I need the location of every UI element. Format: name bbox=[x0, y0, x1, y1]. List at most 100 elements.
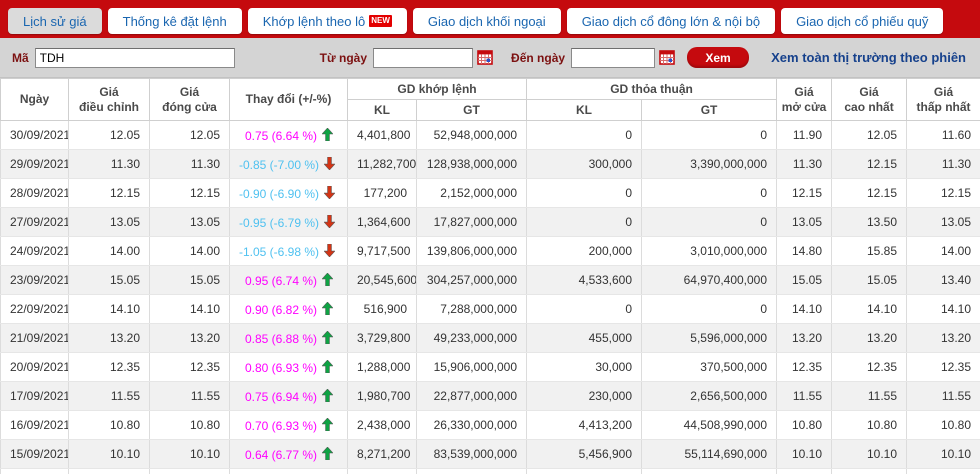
cell-low: 14.00 bbox=[906, 236, 980, 266]
up-arrow-icon bbox=[322, 417, 333, 431]
cell-gt1: 2,152,000,000 bbox=[416, 178, 528, 208]
table-row: 24/09/2021 14.00 14.00 -1.05 (-6.98 %) 9,717… bbox=[0, 236, 980, 266]
cell-empty bbox=[68, 468, 150, 474]
cell-change: 0.95 (6.74 %) bbox=[229, 265, 348, 295]
cell-low: 13.40 bbox=[906, 265, 980, 295]
cell-open: 11.30 bbox=[776, 149, 833, 179]
cell-empty bbox=[906, 468, 980, 474]
header-putthrough-value: GT bbox=[641, 99, 778, 121]
from-date-label: Từ ngày bbox=[319, 50, 368, 65]
cell-open: 12.15 bbox=[776, 178, 833, 208]
table-row bbox=[0, 468, 980, 474]
cell-high: 15.05 bbox=[831, 265, 908, 295]
cell-low: 13.20 bbox=[906, 323, 980, 353]
calendar-icon[interactable] bbox=[659, 50, 675, 65]
cell-open: 11.55 bbox=[776, 381, 833, 411]
cell-change: -0.90 (-6.90 %) bbox=[229, 178, 348, 208]
stock-code-input[interactable] bbox=[34, 47, 235, 68]
change-value: 0.70 (6.93 %) bbox=[244, 418, 317, 433]
cell-kl2: 0 bbox=[526, 207, 643, 237]
change-value: -0.85 (-7.00 %) bbox=[239, 157, 320, 172]
cell-high: 11.55 bbox=[831, 381, 908, 411]
cell-low: 11.55 bbox=[906, 381, 980, 411]
table-header: Ngày Giá điều chỉnh Giá đóng cửa Thay đổ… bbox=[0, 78, 980, 121]
cell-open: 14.80 bbox=[776, 236, 833, 266]
tab-label: Lịch sử giá bbox=[23, 13, 87, 29]
cell-empty bbox=[149, 468, 230, 474]
tab-lot-matching[interactable]: Khớp lệnh theo lô NEW bbox=[247, 8, 407, 34]
cell-kl1: 1,980,700 bbox=[347, 381, 417, 411]
table-row: 29/09/2021 11.30 11.30 -0.85 (-7.00 %) 11,28… bbox=[0, 149, 980, 179]
table-row: 20/09/2021 12.35 12.35 0.80 (6.93 %) 1,288,0… bbox=[0, 352, 980, 382]
cell-low: 14.10 bbox=[906, 294, 980, 324]
tab-treasury-shares[interactable]: Giao dịch cổ phiếu quỹ bbox=[781, 8, 944, 34]
tab-price-history[interactable]: Lịch sử giá bbox=[8, 8, 102, 34]
cell-change: -1.05 (-6.98 %) bbox=[229, 236, 348, 266]
cell-high: 15.85 bbox=[831, 236, 908, 266]
down-arrow-icon bbox=[324, 214, 336, 228]
cell-high: 14.10 bbox=[831, 294, 908, 324]
view-button[interactable]: Xem bbox=[687, 47, 750, 68]
table-row: 15/09/2021 10.10 10.10 0.64 (6.77 %) 8,271,2… bbox=[0, 439, 980, 469]
cell-empty bbox=[776, 468, 833, 474]
cell-high: 10.80 bbox=[831, 410, 908, 440]
to-date-input[interactable] bbox=[571, 47, 656, 68]
cell-kl1: 2,438,000 bbox=[347, 410, 417, 440]
tab-foreign-trading[interactable]: Giao dịch khối ngoại bbox=[412, 8, 561, 34]
tab-label: Giao dịch cổ đông lớn & nội bộ bbox=[581, 13, 761, 29]
cell-open: 10.10 bbox=[776, 439, 833, 469]
cell-gt2: 0 bbox=[641, 178, 778, 208]
cell-high: 12.15 bbox=[831, 149, 908, 179]
header-matched-group: GD khớp lệnh bbox=[346, 78, 528, 100]
cell-gt2: 0 bbox=[641, 294, 778, 324]
cell-kl2: 230,000 bbox=[526, 381, 643, 411]
cell-kl2: 5,456,900 bbox=[526, 439, 643, 469]
cell-kl1: 4,401,800 bbox=[347, 120, 417, 150]
table-row: 30/09/2021 12.05 12.05 0.75 (6.64 %) 4,401,8… bbox=[0, 120, 980, 150]
from-date-input[interactable] bbox=[373, 47, 474, 68]
calendar-icon[interactable] bbox=[477, 50, 493, 65]
cell-open: 11.90 bbox=[776, 120, 833, 150]
up-arrow-icon bbox=[322, 446, 333, 460]
tab-insider-trading[interactable]: Giao dịch cổ đông lớn & nội bộ bbox=[566, 8, 776, 34]
cell-change: 0.70 (6.93 %) bbox=[229, 410, 348, 440]
cell-kl1: 11,282,700 bbox=[347, 149, 417, 179]
cell-close: 14.00 bbox=[149, 236, 230, 266]
cell-high: 13.20 bbox=[831, 323, 908, 353]
whole-market-link[interactable]: Xem toàn thị trường theo phiên bbox=[771, 50, 966, 65]
cell-change: 0.80 (6.93 %) bbox=[229, 352, 348, 382]
cell-adj: 12.05 bbox=[68, 120, 150, 150]
cell-kl1: 8,271,200 bbox=[347, 439, 417, 469]
cell-gt2: 55,114,690,000 bbox=[641, 439, 778, 469]
cell-gt2: 0 bbox=[641, 120, 778, 150]
cell-close: 13.20 bbox=[149, 323, 230, 353]
cell-gt1: 22,877,000,000 bbox=[416, 381, 528, 411]
cell-date: 17/09/2021 bbox=[0, 381, 69, 411]
change-value: -1.05 (-6.98 %) bbox=[239, 244, 320, 259]
cell-date: 20/09/2021 bbox=[0, 352, 69, 382]
cell-kl1: 1,288,000 bbox=[347, 352, 417, 382]
change-value: 0.64 (6.77 %) bbox=[244, 447, 317, 462]
cell-kl2: 200,000 bbox=[526, 236, 643, 266]
cell-low: 10.10 bbox=[906, 439, 980, 469]
cell-change: -0.85 (-7.00 %) bbox=[229, 149, 348, 179]
tab-order-statistics[interactable]: Thống kê đặt lệnh bbox=[107, 8, 242, 34]
tab-label: Giao dịch cổ phiếu quỹ bbox=[796, 13, 929, 29]
change-value: 0.95 (6.74 %) bbox=[244, 273, 317, 288]
cell-gt1: 83,539,000,000 bbox=[416, 439, 528, 469]
table-row: 27/09/2021 13.05 13.05 -0.95 (-6.79 %) 1,364… bbox=[0, 207, 980, 237]
cell-high: 12.05 bbox=[831, 120, 908, 150]
up-arrow-icon bbox=[322, 330, 333, 344]
cell-date: 16/09/2021 bbox=[0, 410, 69, 440]
table-row: 22/09/2021 14.10 14.10 0.90 (6.82 %) 516,900… bbox=[0, 294, 980, 324]
cell-close: 12.15 bbox=[149, 178, 230, 208]
up-arrow-icon bbox=[322, 359, 333, 373]
to-date-label: Đến ngày bbox=[511, 50, 566, 65]
cell-gt2: 3,010,000,000 bbox=[641, 236, 778, 266]
cell-adj: 15.05 bbox=[68, 265, 150, 295]
cell-low: 13.05 bbox=[906, 207, 980, 237]
cell-adj: 12.35 bbox=[68, 352, 150, 382]
down-arrow-icon bbox=[324, 156, 336, 170]
cell-kl2: 4,533,600 bbox=[526, 265, 643, 295]
